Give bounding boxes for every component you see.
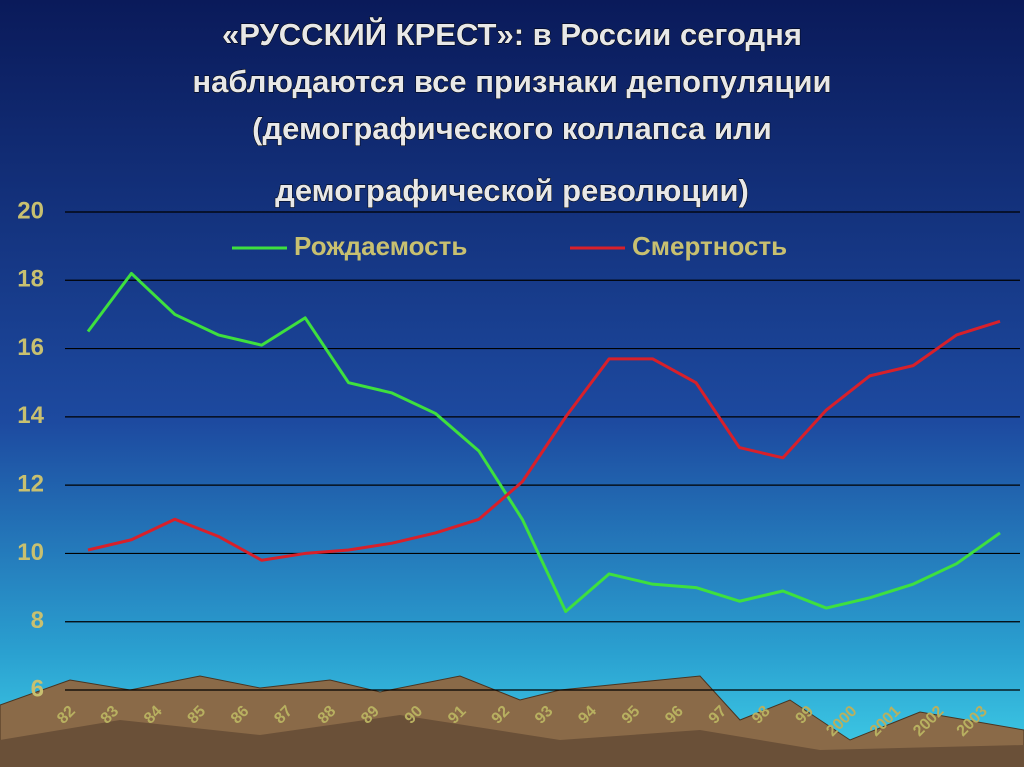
mountains-front <box>0 715 1024 767</box>
y-tick-label: 16 <box>17 334 44 361</box>
legend-label: Рождаемость <box>294 231 467 261</box>
chart-title: демографической революции) <box>275 173 749 208</box>
legend-label: Смертность <box>632 231 787 261</box>
chart-title: «РУССКИЙ КРЕСТ»: в России сегодня <box>222 16 802 52</box>
y-tick-label: 20 <box>17 197 44 224</box>
y-tick-label: 6 <box>31 675 44 702</box>
series-line <box>86 271 1001 613</box>
chart-title: (демографического коллапса или <box>252 111 772 146</box>
y-tick-label: 18 <box>17 266 44 293</box>
y-tick-label: 12 <box>17 470 44 497</box>
y-tick-label: 10 <box>17 539 44 566</box>
y-tick-label: 14 <box>17 402 44 429</box>
chart-title: наблюдаются все признаки депопуляции <box>192 64 831 99</box>
series-line <box>87 319 1001 562</box>
y-tick-label: 8 <box>31 607 44 634</box>
